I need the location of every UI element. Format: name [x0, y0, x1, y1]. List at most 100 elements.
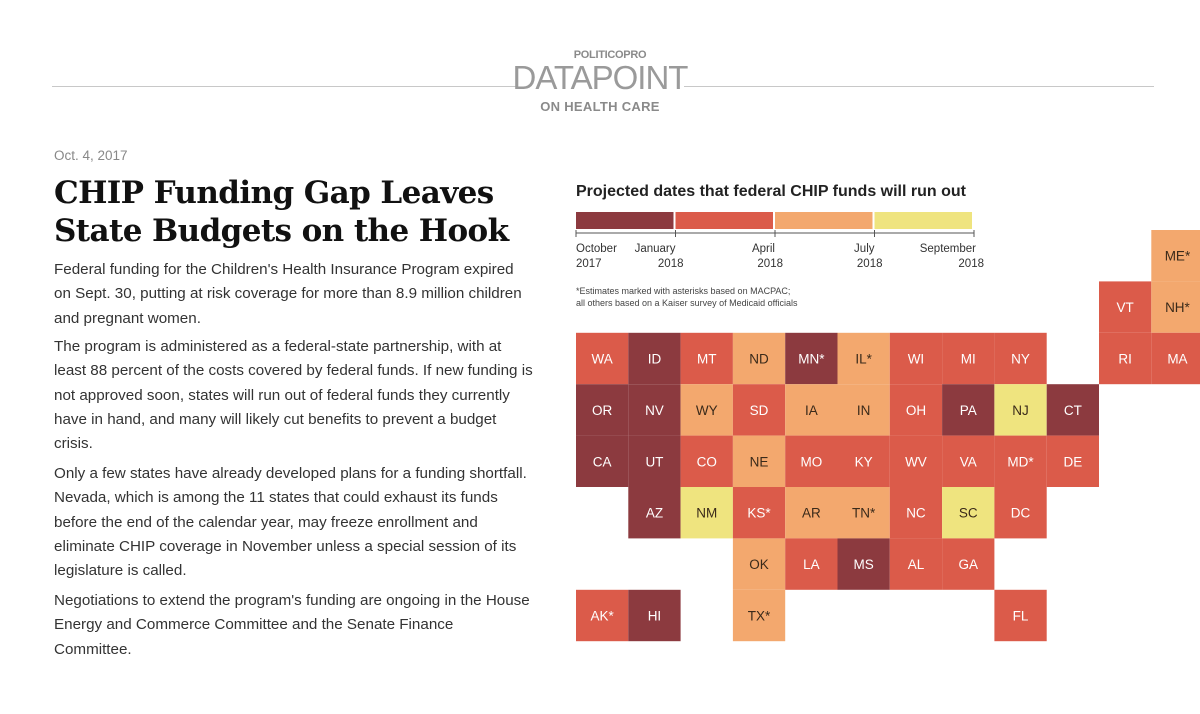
state-tile [1151, 230, 1200, 282]
state-label: VT [1117, 300, 1134, 315]
state-label: IA [805, 403, 818, 418]
brand-datapoint-logo: DATAPOINT [512, 59, 689, 96]
brand-politicopro: POLITICOPRO [573, 49, 647, 61]
header-rule-right [684, 86, 1154, 87]
state-tile [889, 435, 943, 487]
state-tile [942, 435, 995, 487]
state-label: MD* [1007, 454, 1034, 469]
state-label: WV [905, 454, 927, 469]
state-tile [942, 332, 995, 385]
legend-tick-label: January [635, 243, 676, 255]
state-label: GA [958, 557, 978, 572]
legend-swatch [874, 212, 972, 229]
state-label: NY [1011, 352, 1030, 367]
state-tile [1046, 435, 1099, 487]
state-tile [785, 487, 838, 539]
state-label: NC [906, 506, 926, 521]
state-label: MA [1167, 352, 1187, 367]
state-label: AK* [591, 609, 615, 624]
state-label: KY [855, 454, 873, 469]
state-label: LA [803, 557, 820, 572]
state-tile [732, 384, 786, 436]
article-paragraph: Federal funding for the Children's Healt… [54, 261, 522, 327]
legend-tick-label: 2018 [857, 258, 883, 270]
legend-tick-label: July [854, 243, 875, 255]
legend-tick-label: October [576, 243, 617, 255]
state-label: ND [749, 352, 769, 367]
state-tile [994, 589, 1047, 642]
state-tile [732, 589, 786, 642]
state-label: WA [592, 352, 613, 367]
state-tile [576, 332, 629, 385]
state-label: WY [696, 403, 718, 418]
header-rule-left [52, 86, 518, 87]
state-tile [942, 487, 995, 539]
state-tile [576, 384, 629, 436]
state-label: AZ [646, 506, 663, 521]
state-tile [1099, 281, 1152, 333]
legend-tick-label: 2018 [757, 258, 783, 270]
state-label: NM [696, 506, 717, 521]
state-tile [680, 435, 733, 487]
state-tile [942, 538, 995, 590]
state-tile [837, 538, 890, 590]
state-tile [732, 332, 786, 385]
state-tile [942, 384, 995, 436]
state-tile [628, 589, 681, 642]
state-label: NH* [1165, 300, 1190, 315]
state-label: DE [1063, 454, 1082, 469]
state-tile [1046, 384, 1099, 436]
state-label: WI [908, 352, 925, 367]
state-label: NE [750, 454, 769, 469]
state-label: UT [645, 454, 663, 469]
state-label: OH [906, 403, 926, 418]
state-tile [837, 384, 890, 436]
state-tile [732, 487, 786, 539]
legend-tick-label: 2018 [958, 258, 984, 270]
article-paragraph: Only a few states have already developed… [54, 465, 527, 580]
state-label: MT [697, 352, 717, 367]
state-label: DC [1011, 506, 1031, 521]
state-tile [680, 487, 733, 539]
state-tile [994, 435, 1047, 487]
state-label: CT [1064, 403, 1082, 418]
state-tile [732, 538, 786, 590]
state-label: OR [592, 403, 613, 418]
state-tile [785, 435, 838, 487]
article-title: CHIP Funding Gap Leaves State Budgets on… [54, 175, 509, 249]
state-tile [628, 332, 681, 385]
state-label: SC [959, 506, 978, 521]
state-tile [889, 538, 943, 590]
state-label: FL [1013, 609, 1029, 624]
state-label: PA [960, 403, 977, 418]
state-tile [889, 384, 943, 436]
state-tile [837, 332, 890, 385]
state-label: TN* [852, 506, 876, 521]
state-label: NV [645, 403, 664, 418]
state-tile [785, 384, 838, 436]
state-label: AR [802, 506, 821, 521]
state-tile [680, 332, 733, 385]
state-label: ID [648, 352, 662, 367]
state-label: KS* [747, 506, 771, 521]
legend-tick-label: April [752, 243, 775, 255]
state-label: NJ [1012, 403, 1029, 418]
state-label: MN* [798, 352, 825, 367]
state-tile [994, 332, 1047, 385]
state-tile [994, 487, 1047, 539]
state-tile [628, 435, 681, 487]
state-tile [732, 435, 786, 487]
state-tile [785, 332, 838, 385]
state-tile [628, 384, 681, 436]
state-label: AL [908, 557, 925, 572]
state-label: RI [1118, 352, 1132, 367]
state-label: MS [854, 557, 874, 572]
state-tile [889, 332, 943, 385]
state-tile [889, 487, 943, 539]
article-date: Oct. 4, 2017 [54, 148, 128, 163]
brand-subtitle: ON HEALTH CARE [540, 99, 660, 114]
state-label: HI [648, 609, 662, 624]
state-tile [994, 384, 1047, 436]
state-tile [837, 487, 890, 539]
